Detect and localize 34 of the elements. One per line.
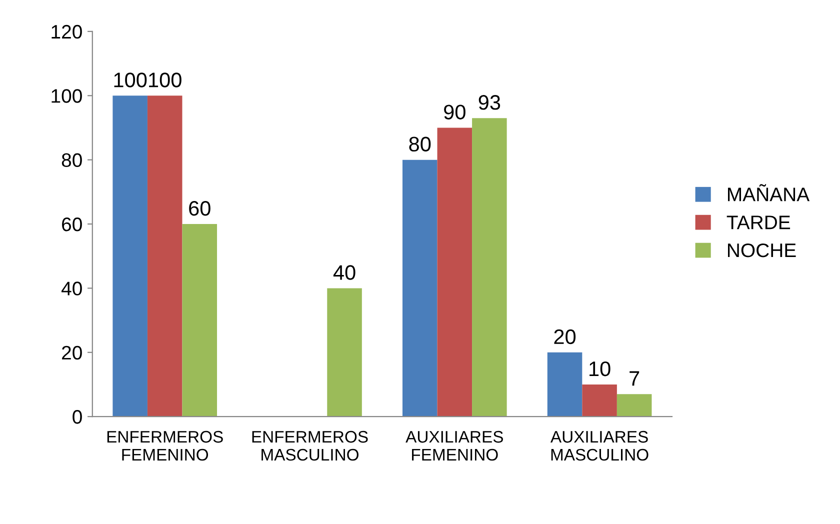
x-tick-label: AUXILIARES MASCULINO xyxy=(550,430,648,461)
legend-label: TARDE xyxy=(726,216,790,230)
y-tick-label: 0 xyxy=(72,410,82,424)
y-tick-label: 100 xyxy=(52,89,82,103)
bar xyxy=(472,118,507,417)
data-label: 10 xyxy=(590,361,610,376)
data-label: 80 xyxy=(409,136,431,152)
data-label: 90 xyxy=(444,104,466,120)
data-label: 100 xyxy=(149,72,182,88)
y-tick-label: 60 xyxy=(62,217,82,232)
y-tick-label: 80 xyxy=(62,153,82,168)
bar xyxy=(437,128,472,417)
bar xyxy=(582,384,617,417)
bar xyxy=(112,96,148,417)
data-label: 93 xyxy=(478,95,500,110)
bar xyxy=(402,160,438,417)
data-label: 60 xyxy=(189,200,210,216)
legend-label: MAÑANA xyxy=(728,184,810,202)
x-tick-label: AUXILIARES FEMENINO xyxy=(406,430,503,461)
bar xyxy=(547,352,582,417)
y-tick-label: 20 xyxy=(62,346,82,360)
data-label: 40 xyxy=(333,265,356,280)
bar xyxy=(327,288,362,417)
x-tick-label: ENFERMEROS FEMENINO xyxy=(107,430,223,461)
data-label: 100 xyxy=(114,72,147,88)
bar xyxy=(182,224,218,417)
y-tick-label: 40 xyxy=(62,282,82,296)
x-tick-label: ENFERMEROS MASCULINO xyxy=(252,430,368,461)
data-label: 7 xyxy=(630,371,640,386)
bar xyxy=(616,394,652,417)
y-tick-label: 120 xyxy=(52,24,82,39)
data-label: 20 xyxy=(554,329,576,344)
legend-label: NOCHE xyxy=(728,243,796,258)
bar xyxy=(147,96,182,417)
